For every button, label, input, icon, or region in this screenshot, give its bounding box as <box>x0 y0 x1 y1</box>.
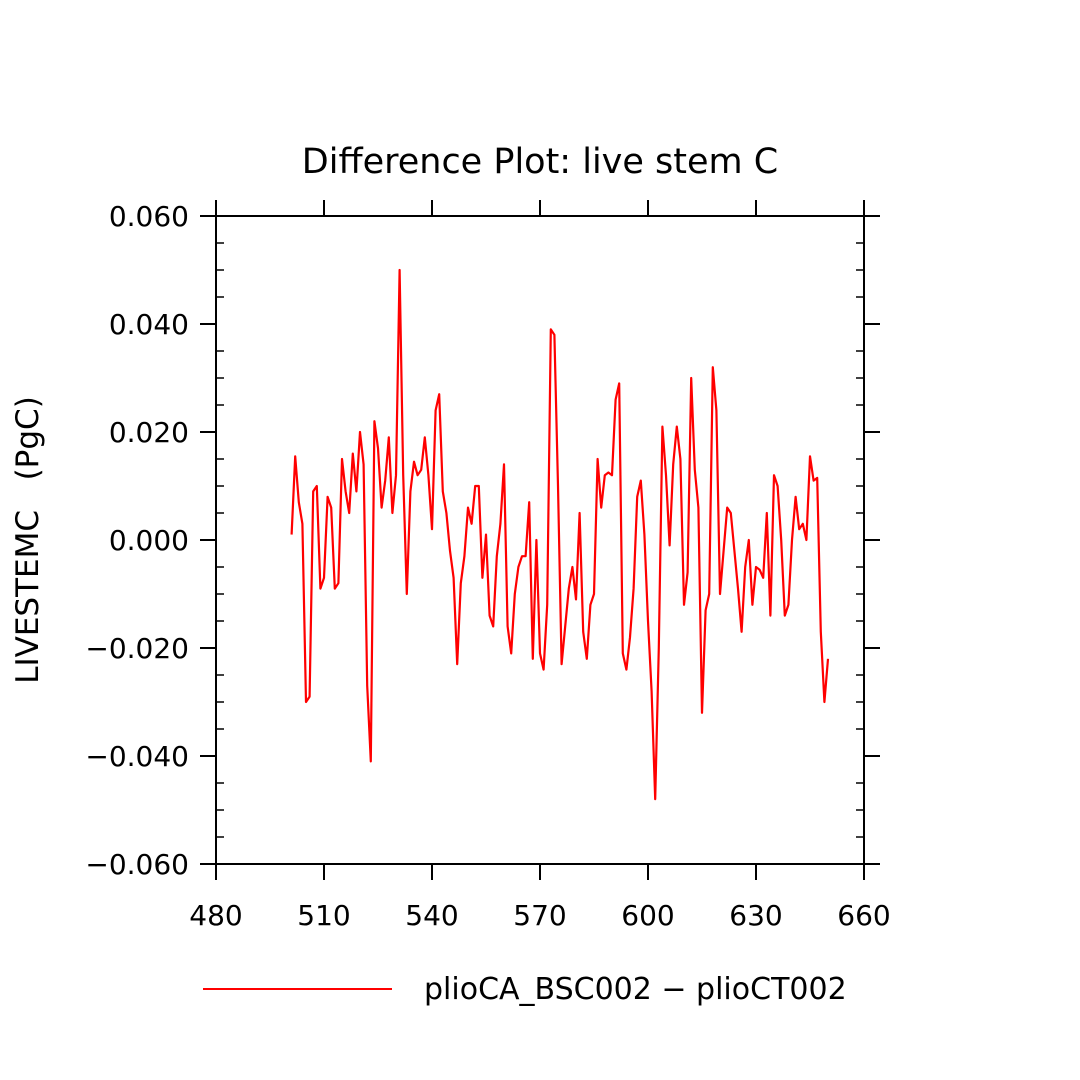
x-tick-label: 600 <box>621 899 674 932</box>
x-tick-label: 480 <box>189 899 242 932</box>
x-axis-ticks: 480 510 540 570 600 630 660 <box>189 200 891 932</box>
chart-title: Difference Plot: live stem C <box>302 142 778 182</box>
y-tick-label: 0.000 <box>109 524 189 557</box>
y-tick-label: −0.060 <box>85 848 189 881</box>
y-tick-label: 0.040 <box>109 308 189 341</box>
y-tick-label: −0.040 <box>85 740 189 773</box>
y-axis-ticks: −0.060 −0.040 −0.020 0.000 0.020 0.040 0.060 <box>85 200 880 881</box>
x-tick-label: 660 <box>837 899 890 932</box>
y-tick-label: 0.060 <box>109 200 189 233</box>
x-tick-label: 510 <box>297 899 350 932</box>
x-tick-label: 630 <box>729 899 782 932</box>
x-tick-label: 570 <box>513 899 566 932</box>
series-line <box>290 268 830 801</box>
series-layer <box>290 268 830 801</box>
y-axis-label: LIVESTEMC (PgC) <box>10 396 46 684</box>
legend-label: plioCA_BSC002 − plioCT002 <box>424 972 847 1007</box>
y-tick-label: 0.020 <box>109 416 189 449</box>
legend: plioCA_BSC002 − plioCT002 <box>203 972 847 1007</box>
x-tick-label: 540 <box>405 899 458 932</box>
y-tick-label: −0.020 <box>85 632 189 665</box>
